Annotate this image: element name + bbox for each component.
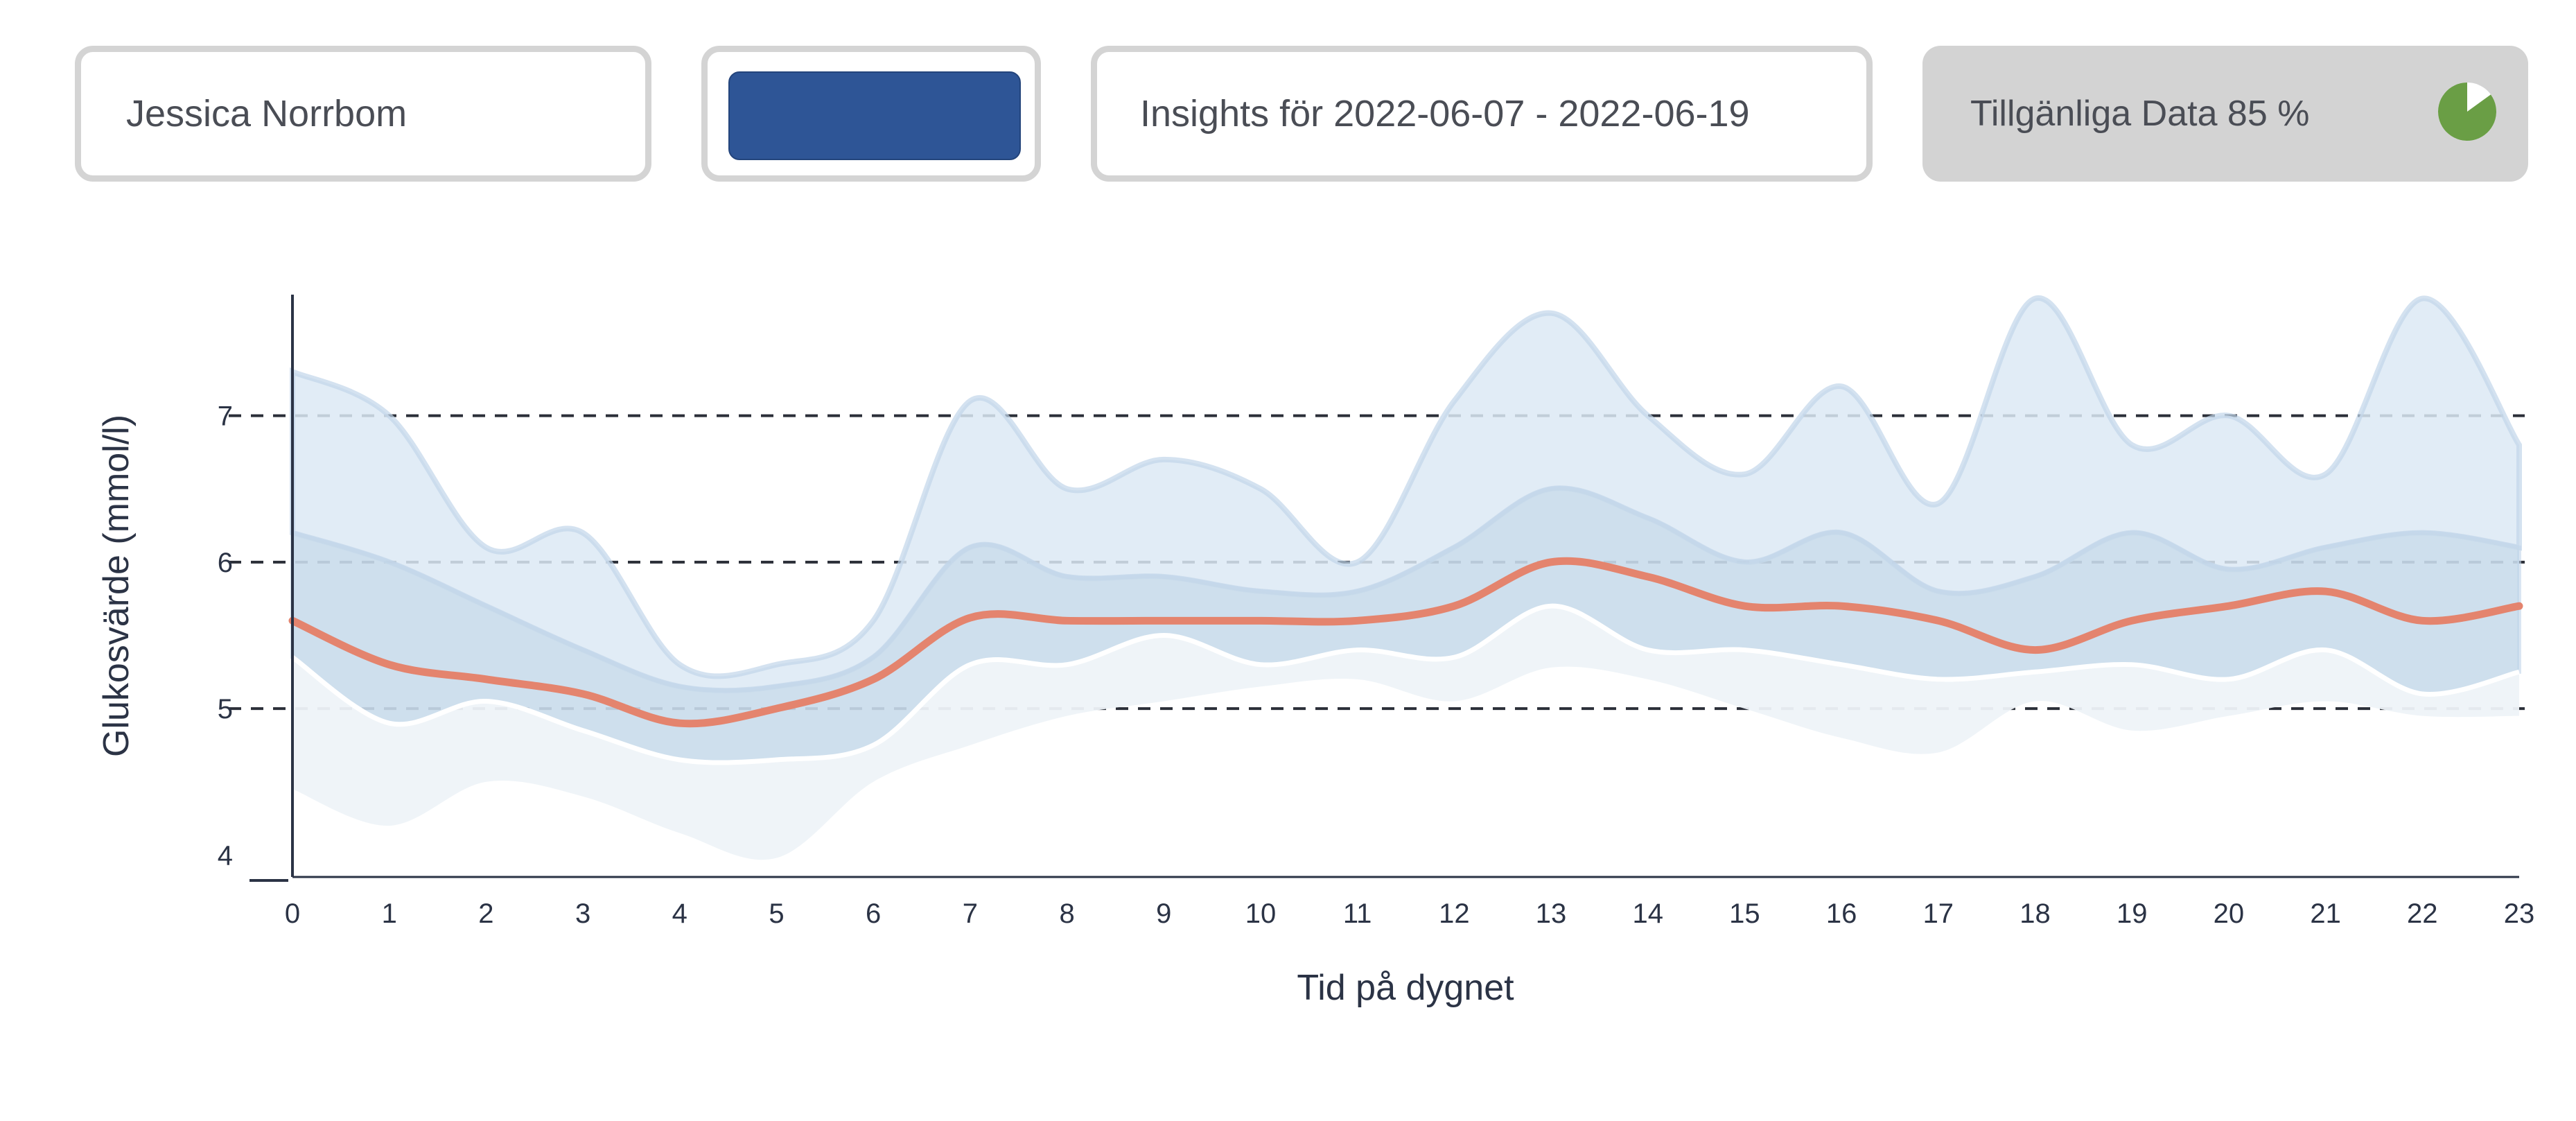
x-tick-label: 23	[2504, 898, 2535, 929]
x-tick-label: 15	[1729, 898, 1760, 929]
y-axis-title: Glukosvärde (mmol/l)	[96, 415, 137, 757]
x-tick-label: 10	[1245, 898, 1277, 929]
available-data-label: Tillgänliga Data 85 %	[1970, 94, 2310, 134]
y-tick-label: 4	[218, 840, 233, 871]
y-tick-label: 7	[218, 401, 233, 432]
outer-lower-band	[292, 606, 2519, 860]
x-tick-label: 1	[382, 898, 397, 929]
percentile-bands	[288, 295, 2523, 860]
x-tick-label: 6	[866, 898, 881, 929]
action-button[interactable]	[728, 71, 1021, 160]
pie-fill	[2438, 82, 2496, 141]
x-tick-label: 22	[2407, 898, 2438, 929]
x-tick-label: 0	[285, 898, 300, 929]
median-line	[288, 557, 2523, 728]
x-tick-label: 5	[769, 898, 784, 929]
x-tick-label: 18	[2019, 898, 2051, 929]
x-tick-label: 12	[1439, 898, 1470, 929]
x-tick-label: 14	[1632, 898, 1663, 929]
x-tick-label: 4	[672, 898, 687, 929]
x-tick-label: 13	[1536, 898, 1567, 929]
available-data-badge: Tillgänliga Data 85 %	[1922, 46, 2528, 182]
patient-name-field[interactable]: Jessica Norrbom	[75, 46, 651, 182]
x-tick-label: 17	[1923, 898, 1954, 929]
axes	[249, 295, 2519, 882]
x-tick-label: 11	[1343, 898, 1372, 929]
y-tick-label: 5	[218, 694, 233, 724]
x-tick-label: 16	[1826, 898, 1857, 929]
x-tick-label: 8	[1059, 898, 1074, 929]
insights-range-label: Insights för 2022-06-07 - 2022-06-19	[1140, 93, 1750, 134]
x-tick-label: 20	[2214, 898, 2245, 929]
patient-name: Jessica Norrbom	[126, 93, 408, 134]
x-tick-label: 3	[575, 898, 590, 929]
x-tick-label: 9	[1156, 898, 1171, 929]
date-range-field[interactable]: Insights för 2022-06-07 - 2022-06-19	[1091, 46, 1873, 182]
pie-chart-icon	[2438, 82, 2496, 141]
x-tick-label: 7	[963, 898, 978, 929]
action-button-container	[701, 46, 1041, 182]
inner-lower-line	[290, 603, 2520, 765]
y-tick-label: 6	[218, 548, 233, 578]
x-tick-label: 21	[2310, 898, 2341, 929]
x-axis-title: Tid på dygnet	[1297, 968, 1514, 1008]
x-tick-label: 19	[2117, 898, 2148, 929]
x-tick-label: 2	[478, 898, 493, 929]
